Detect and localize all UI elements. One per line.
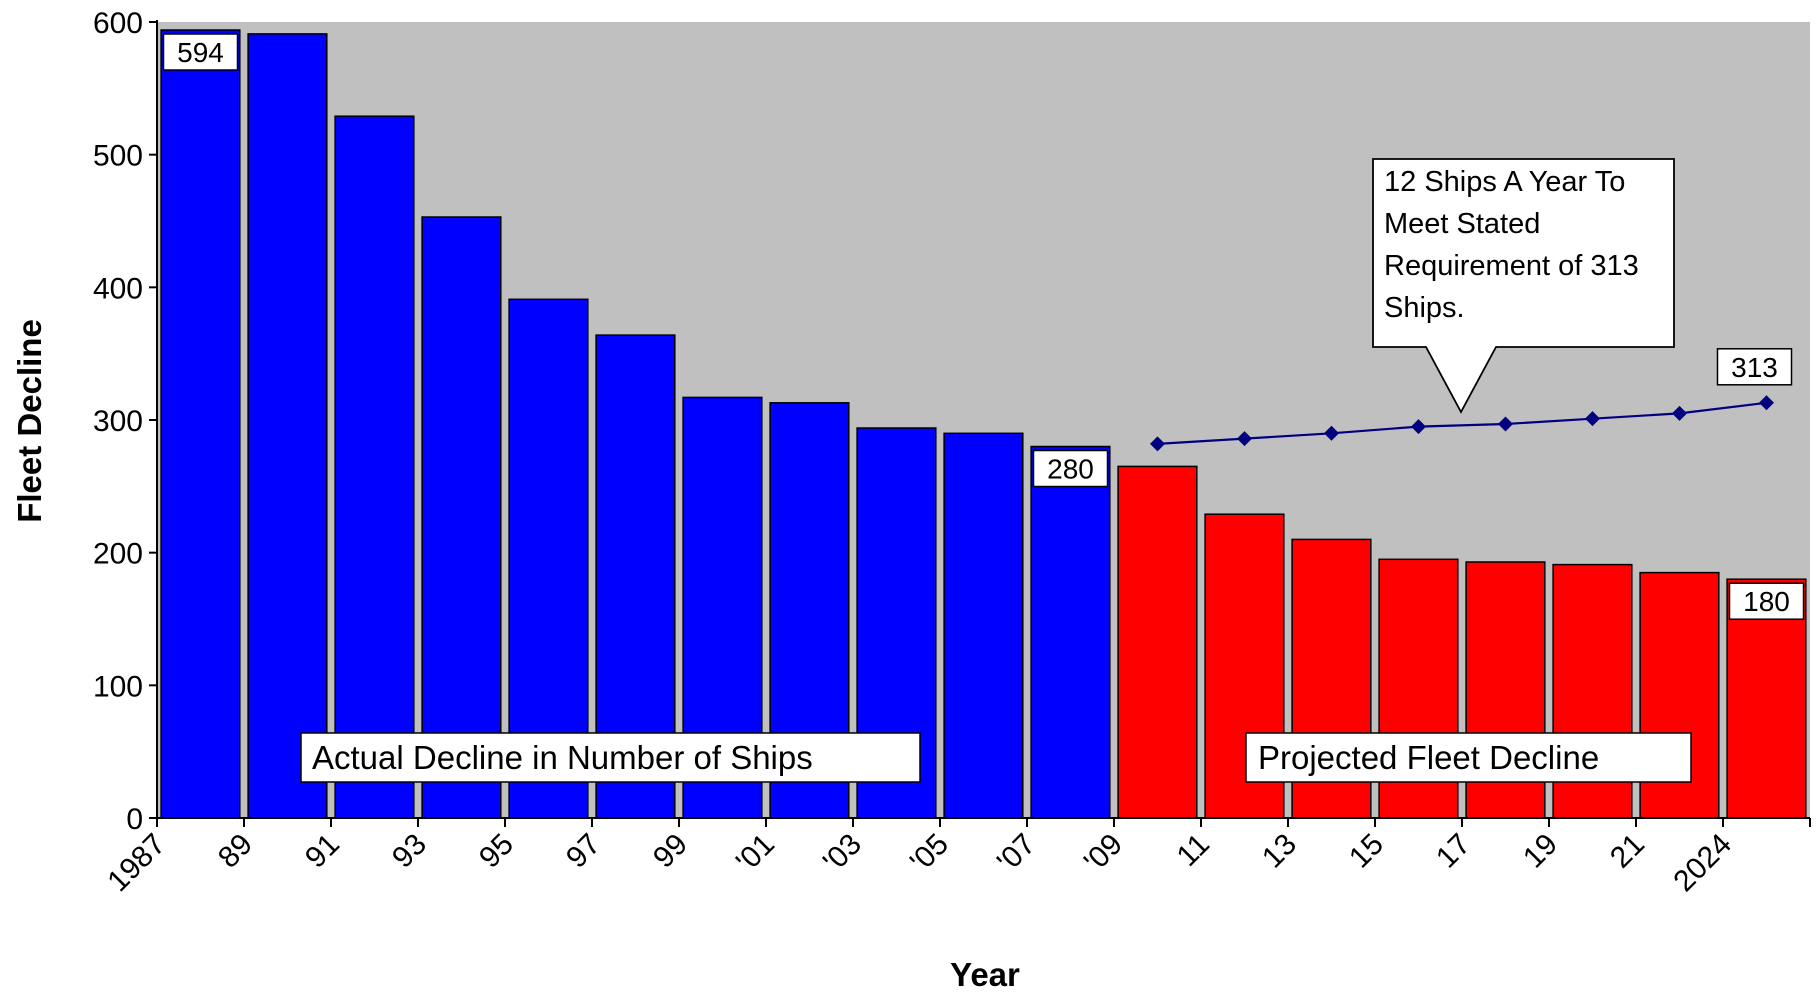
projected-decline-text: Projected Fleet Decline [1258,739,1599,776]
data-label-box-0 [162,33,239,71]
callout-bubble [1372,158,1675,414]
y-tick-label-200: 200 [93,538,143,571]
y-tick-label-300: 300 [93,405,143,438]
x-tick-label-12: 11 [1171,828,1216,873]
requirement-marker-4 [1498,416,1513,432]
x-tick-label-3: 93 [386,828,433,875]
bar-s0-3 [421,216,502,819]
x-tick-label-15: 17 [1430,828,1477,875]
x-tick-label-14: 15 [1343,828,1390,875]
requirement-marker-5 [1585,411,1600,427]
requirement-marker-3 [1411,419,1426,435]
actual-decline-text: Actual Decline in Number of Ships [312,739,813,776]
y-tick-label-500: 500 [93,140,143,173]
requirement-marker-0 [1150,436,1165,452]
y-axis-title: Fleet Decline [11,319,48,523]
x-tick-label-18: 2024 [1667,828,1738,899]
x-tick-label-16: 19 [1517,828,1564,875]
requirement-marker-7 [1759,395,1774,411]
x-tick-label-0: 1987 [101,828,172,899]
bar-s0-9 [943,432,1024,819]
data-label-1: 280 [1047,454,1094,485]
x-tick-label-17: 21 [1604,828,1651,875]
projected-decline-annotation: Projected Fleet Decline [1245,732,1692,783]
y-tick-label-600: 600 [93,7,143,40]
labels-layer: 594 280 180 313 [162,33,1805,620]
x-axis-title: Year [950,956,1020,992]
x-tick-label-7: '01 [730,828,781,879]
x-tick-label-5: 97 [560,828,607,875]
data-label-box-3 [1716,348,1793,386]
requirement-callout: 12 Ships A Year To Meet Stated Requireme… [1372,158,1675,414]
bar-s0-10 [1030,445,1111,819]
requirement-line [1157,401,1767,445]
callout-line-1: 12 Ships A Year To [1384,166,1625,198]
x-tick-label-1: 89 [212,828,259,875]
bar-s0-0 [160,29,241,819]
actual-decline-box [300,732,921,783]
requirement-marker-2 [1324,425,1339,441]
callout-line-4: Ships. [1384,292,1465,324]
y-tick-label-400: 400 [93,272,143,305]
bar-s0-1 [247,33,328,819]
actual-decline-annotation: Actual Decline in Number of Ships [300,732,921,783]
x-tick-label-8: '03 [817,828,868,879]
projected-decline-box [1245,732,1692,783]
x-tick-label-9: '05 [904,828,955,879]
x-tick-label-6: 99 [647,828,694,875]
data-label-3: 313 [1731,352,1778,383]
y-tick-label-100: 100 [93,670,143,703]
bar-s1-11 [1117,465,1198,819]
requirement-marker-6 [1672,405,1687,421]
data-label-2: 180 [1743,586,1790,617]
x-tick-label-2: 91 [299,828,346,875]
bar-s0-2 [334,115,415,819]
x-tick-label-13: 13 [1256,828,1303,875]
data-label-box-2 [1728,582,1805,620]
requirement-marker-1 [1237,431,1252,447]
x-tick-label-10: '07 [991,828,1042,879]
x-tick-label-11: '09 [1078,828,1129,879]
y-tick-label-0: 0 [126,803,143,836]
data-label-box-1 [1032,449,1109,488]
callout-line-2: Meet Stated [1384,208,1540,240]
callout-line-3: Requirement of 313 [1384,250,1639,282]
line-layer [1150,395,1774,452]
x-tick-label-4: 95 [473,828,520,875]
data-label-0: 594 [177,37,224,68]
